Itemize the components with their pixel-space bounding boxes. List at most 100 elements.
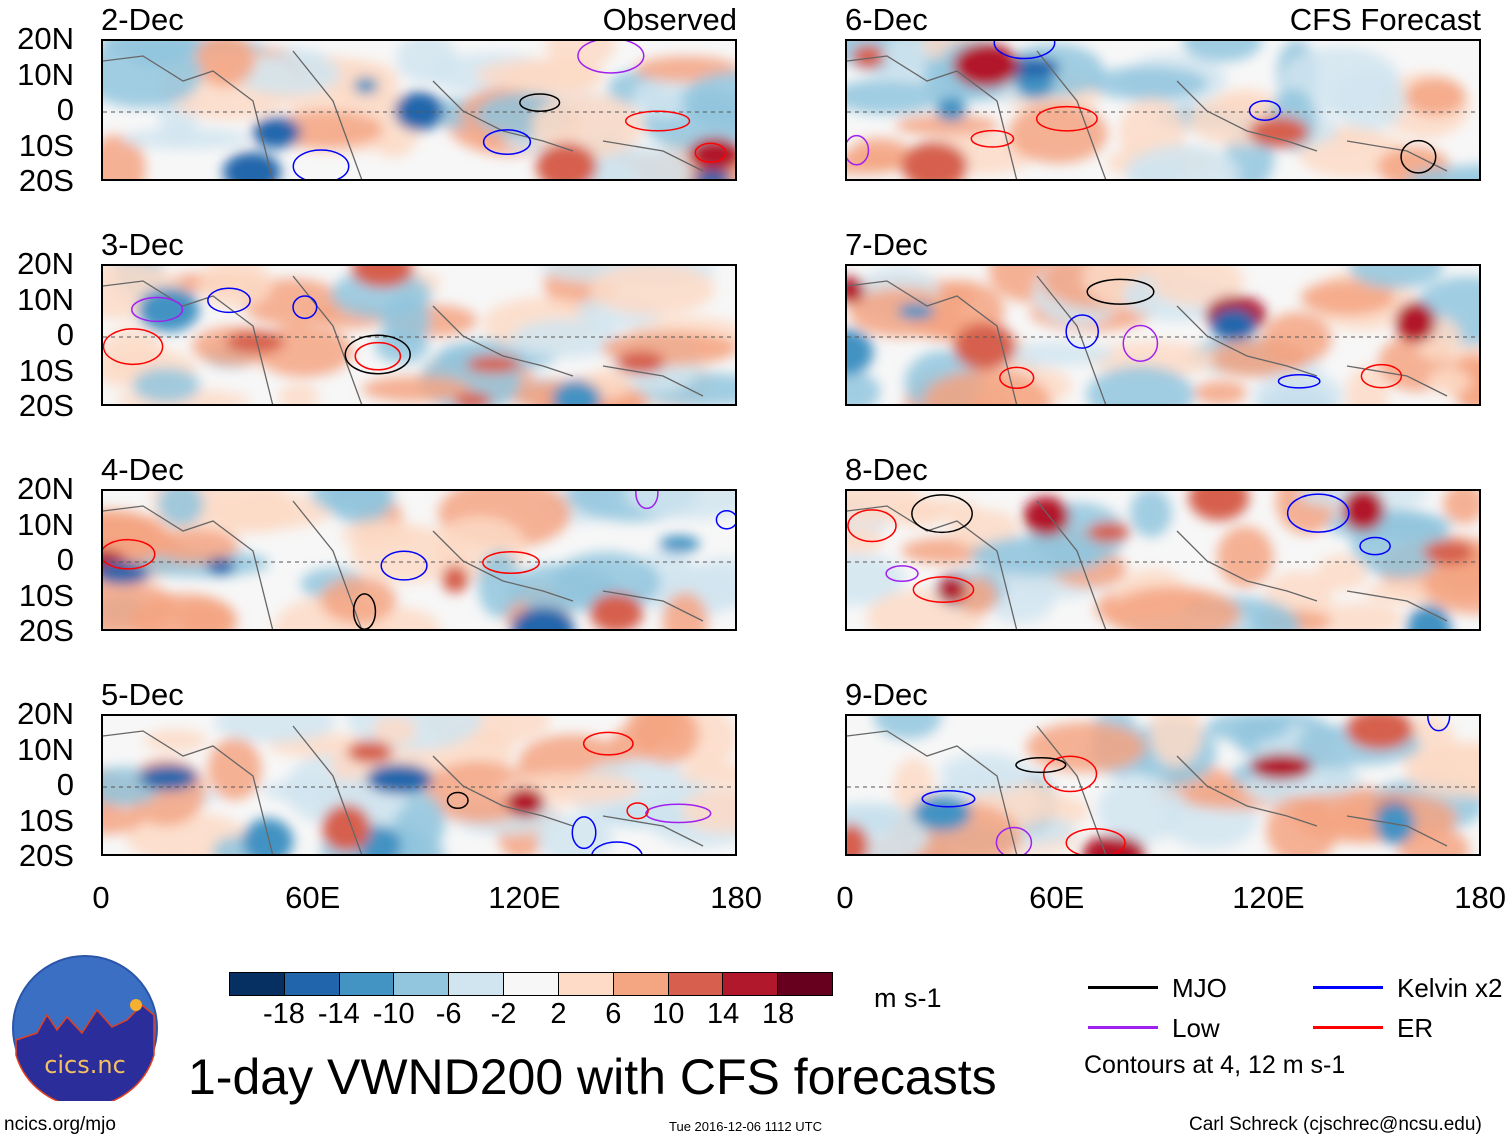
lon-label: 60E bbox=[1029, 880, 1085, 915]
wind-anomaly-core bbox=[937, 575, 966, 604]
wind-anomaly-core bbox=[353, 77, 379, 94]
wave-contour bbox=[626, 802, 649, 820]
wind-anomaly-area bbox=[132, 367, 201, 403]
lat-label: 20N bbox=[17, 21, 74, 56]
colorbar-swatch bbox=[284, 973, 340, 995]
wind-anomaly-area bbox=[847, 371, 881, 404]
wave-contour bbox=[999, 366, 1035, 390]
map-panel bbox=[845, 39, 1481, 181]
wave-contour bbox=[1359, 536, 1391, 556]
lat-label: 10N bbox=[17, 731, 74, 767]
wind-anomaly-area bbox=[103, 134, 146, 179]
wind-anomaly-area bbox=[372, 716, 417, 745]
wave-contour bbox=[715, 510, 735, 530]
wave-contour bbox=[352, 593, 377, 629]
wind-anomaly-area bbox=[1216, 526, 1274, 588]
wave-contour bbox=[519, 93, 561, 113]
legend-line-er bbox=[1313, 1026, 1383, 1029]
wave-contour bbox=[103, 538, 156, 570]
wind-anomaly-area bbox=[873, 716, 942, 740]
wind-anomaly-area bbox=[681, 71, 735, 131]
wind-anomaly-area bbox=[235, 53, 341, 96]
wind-anomaly-core bbox=[936, 97, 967, 122]
wind-anomaly-area bbox=[1149, 716, 1203, 767]
footer-url[interactable]: ncics.org/mjo bbox=[4, 1114, 116, 1135]
wind-anomaly-core bbox=[441, 565, 469, 593]
colorbar-swatch bbox=[558, 973, 614, 995]
legend-label: ER bbox=[1397, 1013, 1434, 1043]
wind-anomaly-area bbox=[154, 528, 240, 563]
wind-anomaly-area bbox=[1262, 312, 1332, 365]
wind-anomaly-area bbox=[278, 383, 319, 404]
map-panel bbox=[101, 264, 737, 406]
wind-anomaly-core bbox=[222, 152, 282, 179]
wind-anomaly-area bbox=[1426, 368, 1472, 396]
wave-contour bbox=[207, 287, 251, 314]
wind-anomaly-area bbox=[590, 266, 715, 316]
wind-anomaly-core bbox=[454, 392, 492, 404]
wave-contour bbox=[482, 551, 540, 575]
wind-anomaly-area bbox=[1026, 721, 1146, 773]
legend-line-mjo bbox=[1088, 986, 1158, 989]
lat-label: 20N bbox=[17, 471, 74, 506]
wind-anomaly-area bbox=[923, 370, 1052, 404]
wind-anomaly-core bbox=[506, 787, 545, 818]
wind-anomaly-area bbox=[678, 763, 735, 786]
wind-anomaly-area bbox=[1406, 165, 1479, 179]
wind-anomaly-area bbox=[511, 318, 622, 359]
wind-anomaly-area bbox=[103, 513, 173, 567]
wind-anomaly-core bbox=[847, 329, 874, 376]
wave-contour bbox=[292, 149, 350, 179]
wave-contour bbox=[1360, 363, 1403, 389]
legend-label: Low bbox=[1172, 1013, 1220, 1043]
map-panel bbox=[101, 714, 737, 856]
lon-label: 120E bbox=[1232, 880, 1305, 915]
wave-contour bbox=[847, 134, 870, 166]
wind-anomaly-area bbox=[847, 553, 905, 606]
wind-anomaly-area bbox=[130, 593, 238, 629]
lon-label: 180 bbox=[1454, 880, 1506, 915]
wave-contour bbox=[380, 550, 428, 581]
wind-anomaly-core bbox=[394, 91, 444, 131]
wave-contour bbox=[131, 296, 184, 323]
wave-contour bbox=[591, 841, 643, 854]
wind-anomaly-core bbox=[589, 592, 644, 629]
wave-contour bbox=[1122, 324, 1159, 362]
wind-anomaly-area bbox=[207, 737, 262, 801]
wind-anomaly-core bbox=[659, 535, 700, 553]
wind-anomaly-area bbox=[1316, 602, 1403, 629]
wind-anomaly-area bbox=[1109, 586, 1241, 629]
wind-anomaly-area bbox=[849, 137, 910, 167]
lat-label: 10S bbox=[18, 802, 74, 838]
lat-label: 10S bbox=[18, 577, 74, 613]
coastline bbox=[847, 50, 1448, 179]
wave-contour bbox=[970, 129, 1015, 148]
wind-anomaly-core bbox=[1250, 753, 1313, 781]
wind-anomaly-area bbox=[847, 78, 942, 115]
wind-anomaly-area bbox=[1316, 554, 1368, 591]
colorbar bbox=[229, 972, 833, 996]
colorbar-swatch bbox=[668, 973, 724, 995]
colorbar-swatch bbox=[449, 973, 505, 995]
colorbar-tick: 6 bbox=[605, 998, 622, 1030]
wind-anomaly-area bbox=[545, 41, 616, 69]
panel-date-label: 7-Dec bbox=[845, 227, 928, 262]
wind-anomaly-core bbox=[1423, 540, 1474, 565]
column-label: Observed bbox=[602, 2, 737, 37]
coastline bbox=[103, 725, 704, 854]
wind-anomaly-area bbox=[143, 729, 208, 752]
legend-label: Kelvin x2 bbox=[1397, 973, 1503, 1003]
wind-anomaly-core bbox=[351, 266, 414, 288]
wave-contour bbox=[103, 328, 164, 366]
colorbar-swatch bbox=[339, 973, 395, 995]
svg-text:cics.nc: cics.nc bbox=[44, 1051, 126, 1079]
wave-contour bbox=[344, 334, 411, 375]
wind-anomaly-area bbox=[662, 592, 708, 629]
contours-note: Contours at 4, 12 m s-1 bbox=[1084, 1051, 1346, 1079]
wave-contour bbox=[1015, 757, 1067, 774]
lat-label: 20S bbox=[18, 838, 74, 873]
wind-anomaly-area bbox=[1333, 71, 1407, 131]
wind-anomaly-area bbox=[999, 342, 1115, 366]
wind-anomaly-area bbox=[477, 550, 521, 618]
wind-anomaly-core bbox=[852, 44, 885, 69]
